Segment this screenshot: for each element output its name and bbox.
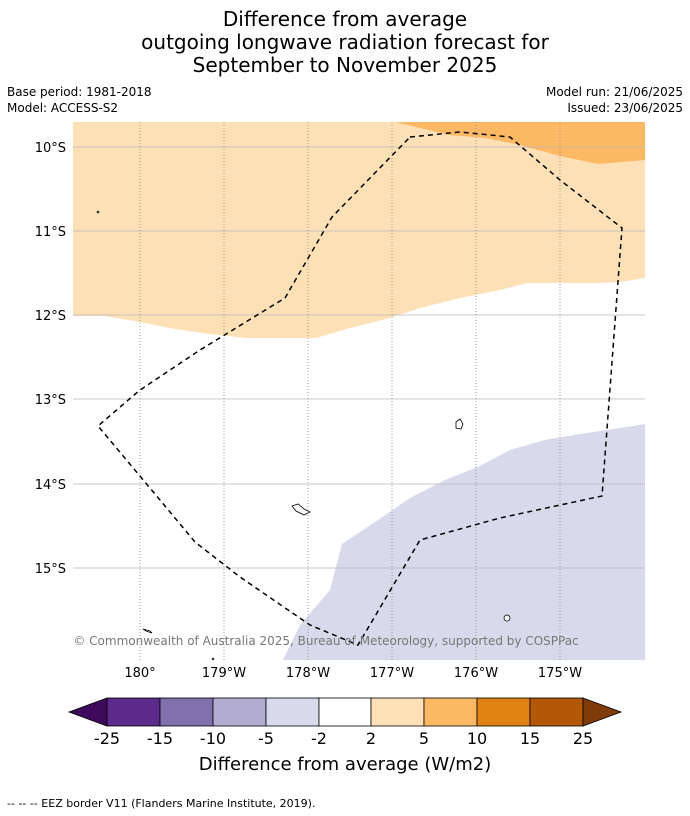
colorbar-bin-2 [159,697,214,727]
colorbar-bin-8 [476,697,531,727]
latitude-gridlines [73,146,645,569]
colorbar-label-neg5: -5 [258,729,274,748]
base-period: Base period: 1981-2018 [7,85,152,99]
eez-footnote: -- -- -- EEZ border V11 (Flanders Marine… [7,797,316,810]
island-central [291,503,311,516]
lat-label-10s: 10°S [35,141,66,156]
chart-title: Difference from average outgoing longwav… [0,8,690,77]
colorbar-label-neg10: -10 [200,729,226,748]
lon-label-176w: 176°W [454,666,498,681]
copyright-credit: © Commonwealth of Australia 2025, Bureau… [73,634,578,648]
colorbar-bin-6 [370,697,425,727]
lat-label-13s: 13°S [35,393,66,408]
model-run: Model run: 21/06/2025 [545,85,683,99]
island-east [455,418,464,430]
meta-left: Base period: 1981-2018 Model: ACCESS-S2 [7,84,152,116]
islet-south [211,657,215,660]
lat-label-12s: 12°S [35,309,66,324]
lon-label-179w: 179°W [202,666,246,681]
islands [96,210,511,660]
colorbar-bin-7 [423,697,478,727]
colorbar-label-15: 15 [520,729,540,748]
eez-border [96,131,623,646]
longitude-labels: 180° 179°W 178°W 177°W 176°W 175°W [124,666,582,681]
lon-label-175w: 175°W [538,666,582,681]
colorbar-label-2: 2 [366,729,376,748]
map-panel: © Commonwealth of Australia 2025, Bureau… [73,122,645,660]
lon-label-178w: 178°W [286,666,330,681]
anomaly-region-light-purple [283,424,645,660]
islet-north [96,210,100,214]
meta-right: Model run: 21/06/2025 Issued: 23/06/2025 [546,84,683,116]
model-name: Model: ACCESS-S2 [7,101,119,115]
colorbar-high-extension [582,697,623,727]
colorbar-bin-1 [106,697,161,727]
colorbar-label-neg15: -15 [147,729,173,748]
title-line-2: outgoing longwave radiation forecast for [141,30,549,54]
colorbar-label-5: 5 [419,729,429,748]
latitude-labels: 10°S 11°S 12°S 13°S 14°S 15°S [35,141,66,577]
colorbar-label-neg25: -25 [94,729,120,748]
colorbar-bin-3 [212,697,267,727]
colorbar: -25 -15 -10 -5 -2 2 5 10 15 25 Differenc… [67,697,623,775]
colorbar-label-25: 25 [573,729,593,748]
lat-label-15s: 15°S [35,562,66,577]
lon-label-180: 180° [124,666,155,681]
lat-label-14s: 14°S [35,478,66,493]
colorbar-bin-4 [265,697,320,727]
lon-label-177w: 177°W [370,666,414,681]
colorbar-label-10: 10 [467,729,487,748]
island-southwest [142,628,153,634]
island-southeast [503,614,511,622]
colorbar-bin-5 [318,697,372,727]
colorbar-low-extension [67,697,108,727]
title-line-1: Difference from average [222,7,468,31]
issued-date: Issued: 23/06/2025 [567,101,683,115]
colorbar-title: Difference from average (W/m2) [199,754,491,775]
title-line-3: September to November 2025 [192,53,498,77]
colorbar-bin-9 [529,697,584,727]
anomaly-region-light-orange [73,122,645,338]
colorbar-label-neg2: -2 [311,729,327,748]
lat-label-11s: 11°S [35,225,66,240]
